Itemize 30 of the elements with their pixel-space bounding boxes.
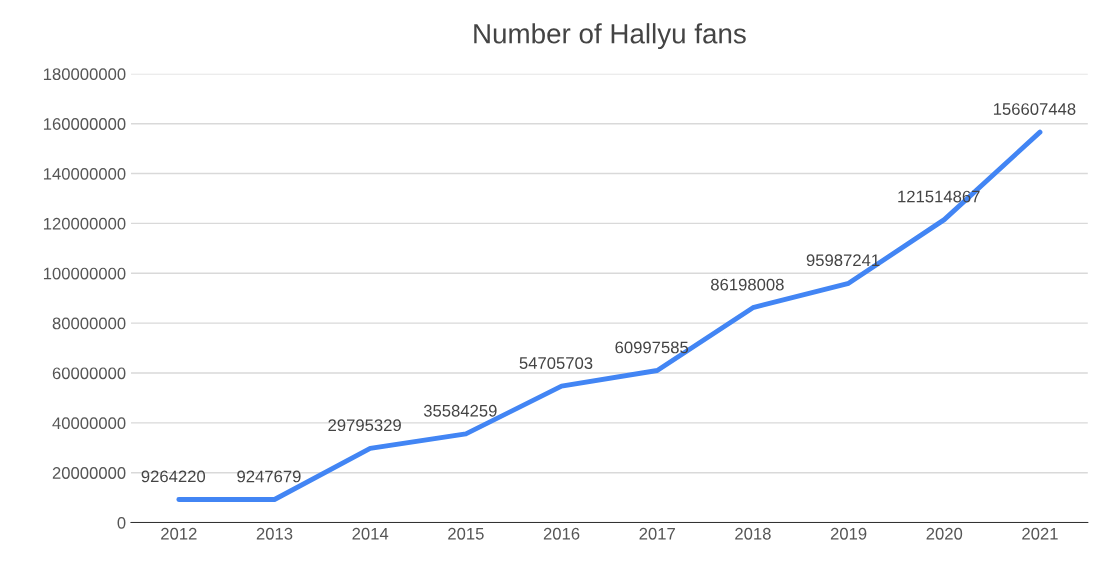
data-label: 29795329: [328, 419, 401, 432]
x-tick-label: 2013: [256, 527, 293, 540]
y-tick-label: 180000000: [43, 68, 126, 81]
y-tick-label: 100000000: [43, 267, 126, 280]
y-tick-label: 160000000: [43, 118, 126, 130]
x-tick-label: 2012: [161, 527, 197, 540]
y-tick-label: 0: [117, 516, 126, 529]
x-tick-label: 2015: [448, 527, 484, 540]
y-tick-label: 140000000: [43, 167, 126, 180]
x-tick-label: 2014: [352, 527, 389, 540]
y-tick-label: 60000000: [52, 367, 126, 380]
y-tick-label: 120000000: [43, 217, 126, 230]
data-label: 60997585: [615, 341, 689, 354]
data-label: 35584259: [423, 404, 497, 417]
data-label: 9247679: [237, 470, 301, 483]
x-tick-label: 2020: [926, 527, 963, 540]
y-tick-label: 80000000: [52, 317, 126, 330]
data-label: 156607448: [993, 103, 1076, 115]
x-tick-label: 2016: [543, 527, 580, 540]
chart-title: Number of Hallyu fans: [474, 23, 746, 50]
x-tick-label: 2021: [1022, 527, 1058, 540]
data-label: 95987241: [806, 254, 880, 267]
x-tick-label: 2017: [639, 527, 675, 540]
x-tick-label: 2019: [830, 527, 867, 540]
data-label: 86198008: [711, 278, 784, 291]
data-label: 54705703: [519, 357, 593, 369]
y-tick-label: 20000000: [52, 467, 126, 479]
x-tick-label: 2018: [735, 527, 771, 540]
data-label: 9264220: [141, 470, 206, 483]
y-tick-label: 40000000: [52, 417, 126, 430]
